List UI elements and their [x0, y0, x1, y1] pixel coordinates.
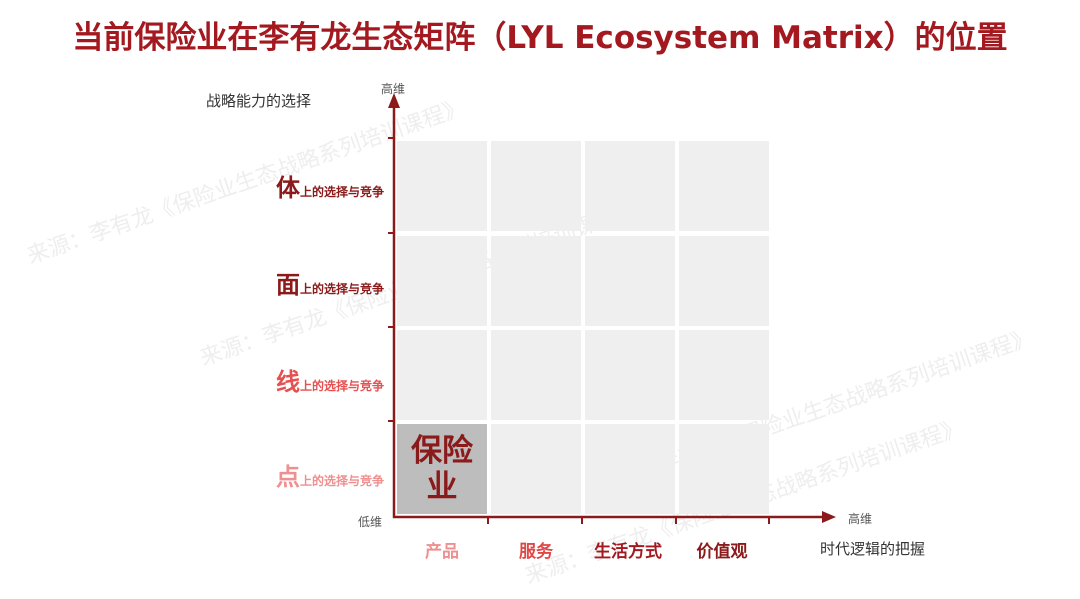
row-label-xian: 线上的选择与竞争: [200, 362, 384, 397]
column-label-service: 服务: [519, 542, 553, 562]
matrix-cell: [397, 330, 487, 420]
row-label-main: 面: [275, 271, 300, 299]
row-label-main: 线: [275, 368, 300, 396]
matrix-cell: [491, 141, 581, 231]
x-axis-title: 时代逻辑的把握: [820, 540, 926, 558]
column-label-product: 产品: [425, 542, 459, 562]
matrix-cell: [491, 424, 581, 514]
row-label-main: 点: [275, 463, 300, 491]
matrix-cell: [679, 330, 769, 420]
row-label-mian: 面上的选择与竞争: [200, 265, 384, 300]
matrix-cell: [585, 141, 675, 231]
column-label-lifestyle: 生活方式: [594, 542, 662, 562]
y-axis-title: 战略能力的选择: [206, 92, 312, 110]
page-title: 当前保险业在李有龙生态矩阵（LYL Ecosystem Matrix）的位置: [72, 20, 1008, 56]
row-label-dian: 点上的选择与竞争: [200, 457, 384, 492]
y-axis-low-label: 低维: [358, 515, 383, 529]
row-label-sub: 上的选择与竞争: [299, 379, 384, 393]
matrix-cell: [397, 236, 487, 326]
x-axis-arrow: [822, 511, 836, 523]
matrix-cell: [585, 330, 675, 420]
row-label-sub: 上的选择与竞争: [299, 282, 384, 296]
matrix-cell: [585, 236, 675, 326]
row-label-sub: 上的选择与竞争: [299, 474, 384, 488]
y-axis-arrow: [388, 93, 400, 108]
highlight-cell-insurance: 保险业: [397, 424, 487, 514]
matrix-cell: [679, 141, 769, 231]
matrix-cell: [679, 236, 769, 326]
y-axis-high-label: 高维: [381, 82, 406, 96]
matrix-cell: [679, 424, 769, 514]
highlight-cell-label: 保险业: [411, 433, 473, 505]
row-label-main: 体: [275, 174, 300, 202]
matrix-cell: [491, 236, 581, 326]
matrix-cell: [585, 424, 675, 514]
x-axis-high-label: 高维: [848, 512, 873, 526]
row-label-ti: 体上的选择与竞争: [200, 168, 384, 203]
row-label-sub: 上的选择与竞争: [299, 185, 384, 199]
column-label-values: 价值观: [696, 542, 748, 562]
matrix-cell: [491, 330, 581, 420]
matrix-cell: [397, 141, 487, 231]
